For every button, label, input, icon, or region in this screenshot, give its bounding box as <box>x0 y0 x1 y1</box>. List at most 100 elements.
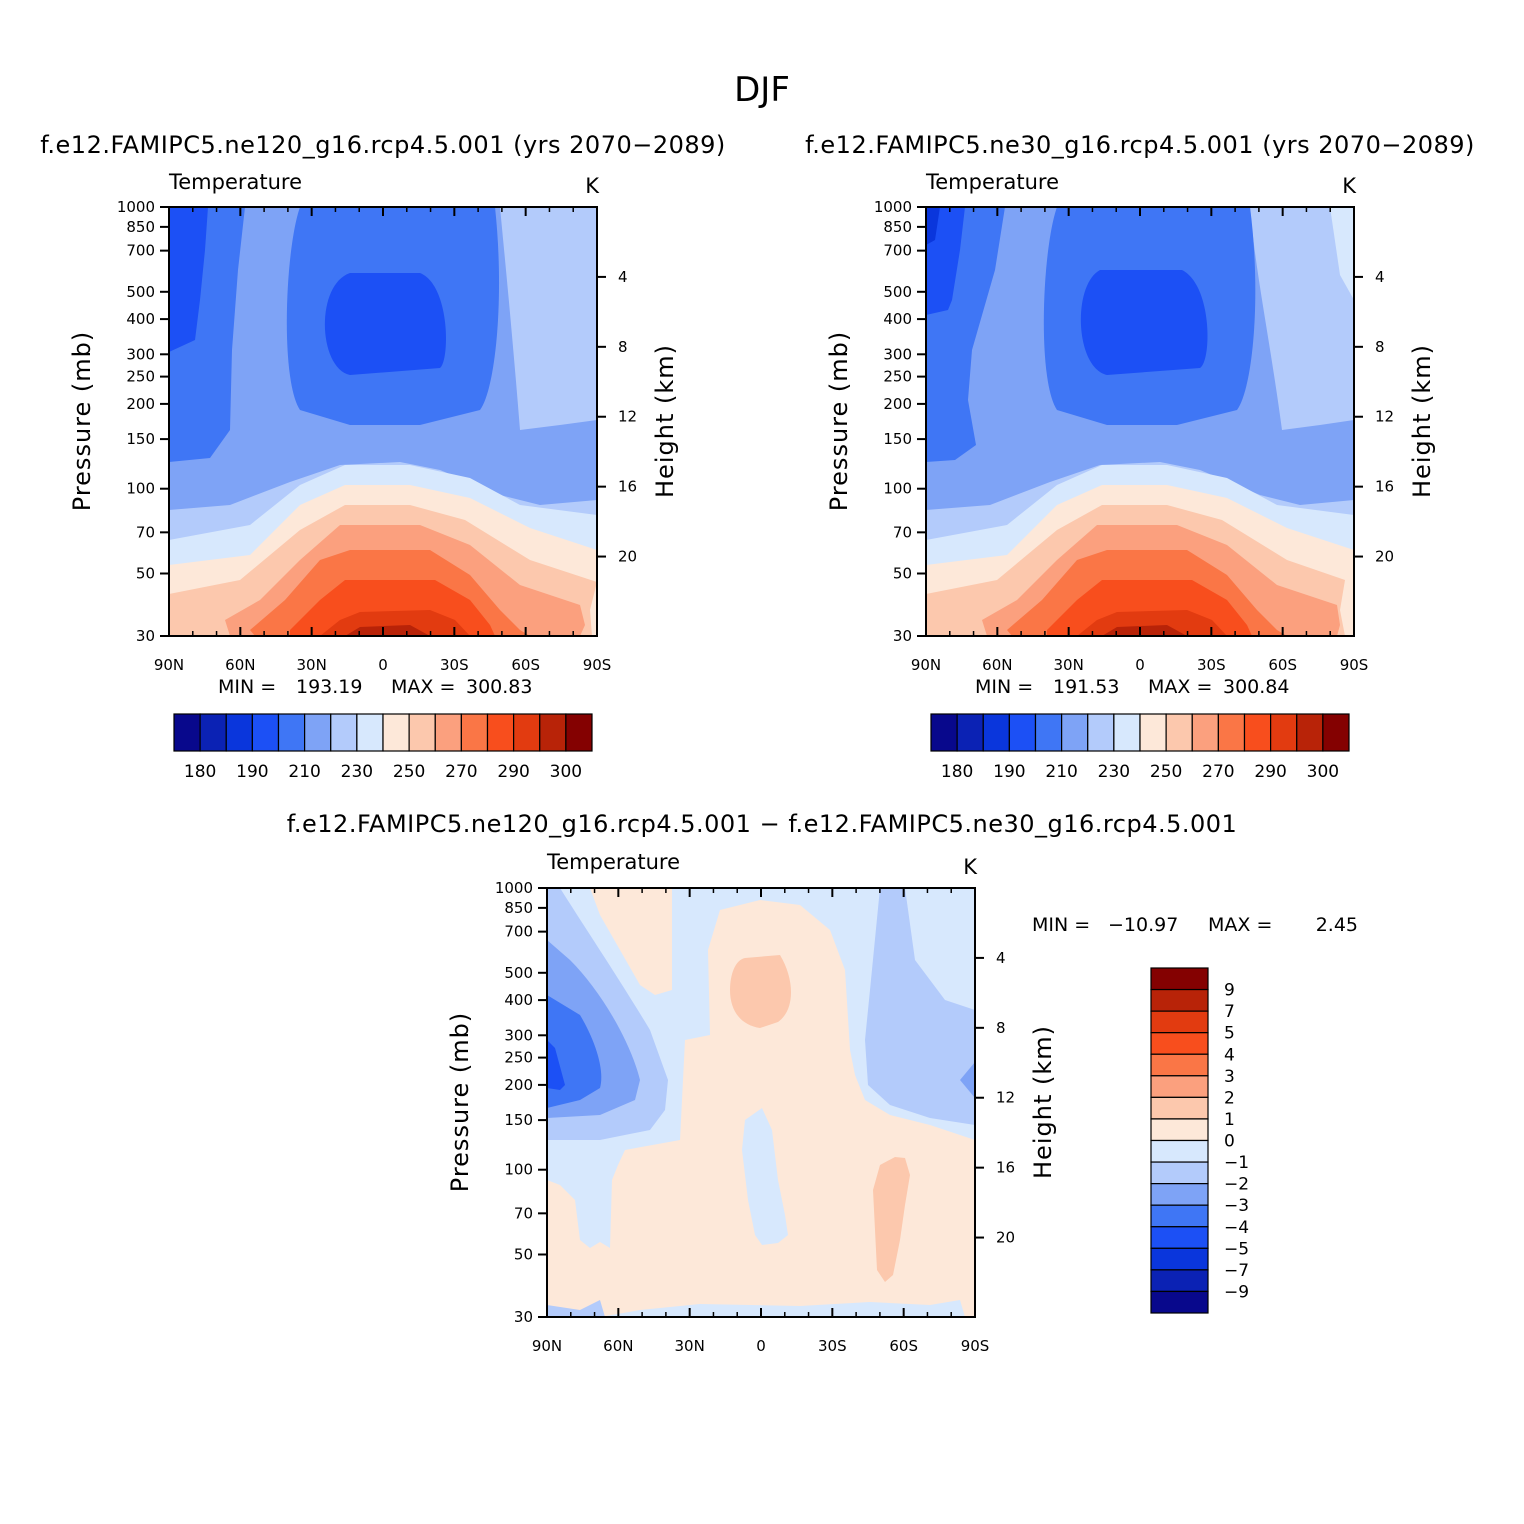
panel-difference: f.e12.FAMIPC5.ne120_g16.rcp4.5.001 − f.e… <box>287 810 1358 1355</box>
y-tick-label: 850 <box>126 218 155 236</box>
y-tick-label: 200 <box>883 395 912 413</box>
colorbar-swatch <box>460 713 489 752</box>
colorbar-label: −9 <box>1224 1282 1249 1302</box>
y-tick-label: 400 <box>504 991 533 1009</box>
max-value: 300.84 <box>1223 676 1289 698</box>
x-tick-label: 60S <box>1268 656 1297 674</box>
colorbar-swatch <box>434 713 462 752</box>
colorbar-label: 0 <box>1224 1132 1235 1152</box>
colorbar-swatch <box>1087 713 1115 752</box>
y-tick-label: 50 <box>893 565 912 583</box>
y-tick-label: 500 <box>883 283 912 301</box>
x-tick-label: 60N <box>982 656 1012 674</box>
x-tick-label: 60N <box>603 1337 633 1355</box>
contour-band-minus1-0-surface <box>600 1300 965 1317</box>
axes-ne30: 90N 60N 30N 0 30S 60S 90S 30 50 70 100 150 200 250 300… <box>874 198 1394 674</box>
y-tick-label: 200 <box>504 1076 533 1094</box>
x-tick-label: 0 <box>756 1337 766 1355</box>
y-axis-title: Pressure (mb) <box>446 1012 474 1192</box>
x-tick-label: 90S <box>961 1337 990 1355</box>
y-tick-label: 150 <box>504 1111 533 1129</box>
colorbar-ne30: 180 190 210 230 250 270 290 300 <box>930 713 1350 782</box>
max-value: 2.45 <box>1316 914 1358 936</box>
x-tick-label: 30N <box>675 1337 705 1355</box>
contour-band-1-2-south <box>873 1157 910 1282</box>
variable-label-difference: Temperature <box>546 850 680 874</box>
colorbar-label: 5 <box>1224 1024 1235 1044</box>
colorbar-label: 9 <box>1224 981 1235 1001</box>
colorbar-swatch <box>199 713 227 752</box>
y2-tick-label: 8 <box>618 338 628 356</box>
units-label-ne30: K <box>1342 174 1357 198</box>
contour-band-180-190-pole <box>169 207 208 352</box>
y-tick-label: 30 <box>136 627 155 645</box>
y2-tick-label: 20 <box>618 548 637 566</box>
units-label-difference: K <box>963 855 978 879</box>
panel-title-ne120: f.e12.FAMIPC5.ne120_g16.rcp4.5.001 (yrs … <box>40 131 726 159</box>
max-label: MAX = <box>391 676 455 698</box>
min-label: MIN = <box>1032 914 1090 936</box>
y-tick-label: 200 <box>126 395 155 413</box>
colorbar-swatch <box>1150 1032 1209 1055</box>
colorbar-label: −4 <box>1224 1218 1249 1238</box>
colorbar-label: 3 <box>1224 1067 1235 1087</box>
colorbar-swatch <box>1150 1075 1209 1098</box>
y-tick-label: 250 <box>126 368 155 386</box>
x-tick-label: 30N <box>1054 656 1084 674</box>
colorbar-ne120: 180 190 210 230 250 270 290 300 <box>173 713 593 782</box>
contour-band-300 <box>345 625 430 636</box>
x-tick-label: 30S <box>1197 656 1226 674</box>
colorbar-swatch <box>539 713 567 752</box>
colorbar-swatch <box>1150 1096 1209 1120</box>
axes-ne120: 90N 60N 30N 0 30S 60S 90S 30 50 70 100 150 200 250 300… <box>117 198 637 674</box>
y-axis-title: Pressure (mb) <box>825 331 853 511</box>
colorbar-swatch <box>1150 988 1209 1012</box>
y-tick-label: 500 <box>504 964 533 982</box>
colorbar-swatch <box>408 713 436 752</box>
y2-tick-label: 16 <box>1375 478 1394 496</box>
colorbar-swatch <box>1150 1183 1209 1206</box>
colorbar-label: 2 <box>1224 1088 1235 1108</box>
colorbar-label: 190 <box>236 762 268 782</box>
colorbar-swatch <box>1165 713 1193 752</box>
y-tick-label: 100 <box>883 480 912 498</box>
colorbar-swatch <box>330 713 358 752</box>
contour-band-180-190-tropics <box>324 273 446 375</box>
y2-tick-label: 12 <box>996 1089 1015 1107</box>
y2-axis-title: Height (km) <box>1029 1025 1057 1179</box>
y-tick-label: 30 <box>893 627 912 645</box>
colorbar-label: 300 <box>550 762 582 782</box>
colorbar-swatch <box>1296 713 1324 752</box>
colorbar-swatch <box>1008 713 1037 752</box>
y2-tick-label: 16 <box>996 1159 1015 1177</box>
colorbar-swatch <box>277 713 306 752</box>
colorbar-swatch <box>1139 713 1167 752</box>
y2-tick-label: 20 <box>996 1229 1015 1247</box>
colorbar-swatch <box>225 713 253 752</box>
y-tick-label: 500 <box>126 283 155 301</box>
colorbar-label: 250 <box>1150 762 1182 782</box>
colorbar-swatch <box>1217 713 1246 752</box>
colorbar-swatch <box>1150 967 1209 991</box>
y2-tick-label: 8 <box>996 1019 1006 1037</box>
x-tick-label: 30N <box>297 656 327 674</box>
colorbar-swatch <box>1150 1161 1209 1185</box>
colorbar-swatch <box>1150 1226 1209 1249</box>
y-tick-label: 100 <box>504 1161 533 1179</box>
colorbar-swatch <box>356 713 384 752</box>
y-axis-title: Pressure (mb) <box>68 331 96 511</box>
y-tick-label: 300 <box>126 345 155 363</box>
variable-label-ne30: Temperature <box>925 170 1059 194</box>
colorbar-swatch <box>1150 1247 1209 1271</box>
y-tick-label: 70 <box>893 523 912 541</box>
colorbar-swatch <box>956 713 984 752</box>
colorbar-label: 1 <box>1224 1110 1235 1130</box>
colorbar-swatch <box>1061 713 1089 752</box>
contour-band-minus4-minus5-north <box>547 1040 565 1090</box>
y2-tick-label: 4 <box>1375 268 1385 286</box>
x-tick-label: 90S <box>583 656 612 674</box>
y-tick-label: 50 <box>136 565 155 583</box>
colorbar-swatch <box>1150 1290 1209 1314</box>
min-value: 193.19 <box>296 676 362 698</box>
